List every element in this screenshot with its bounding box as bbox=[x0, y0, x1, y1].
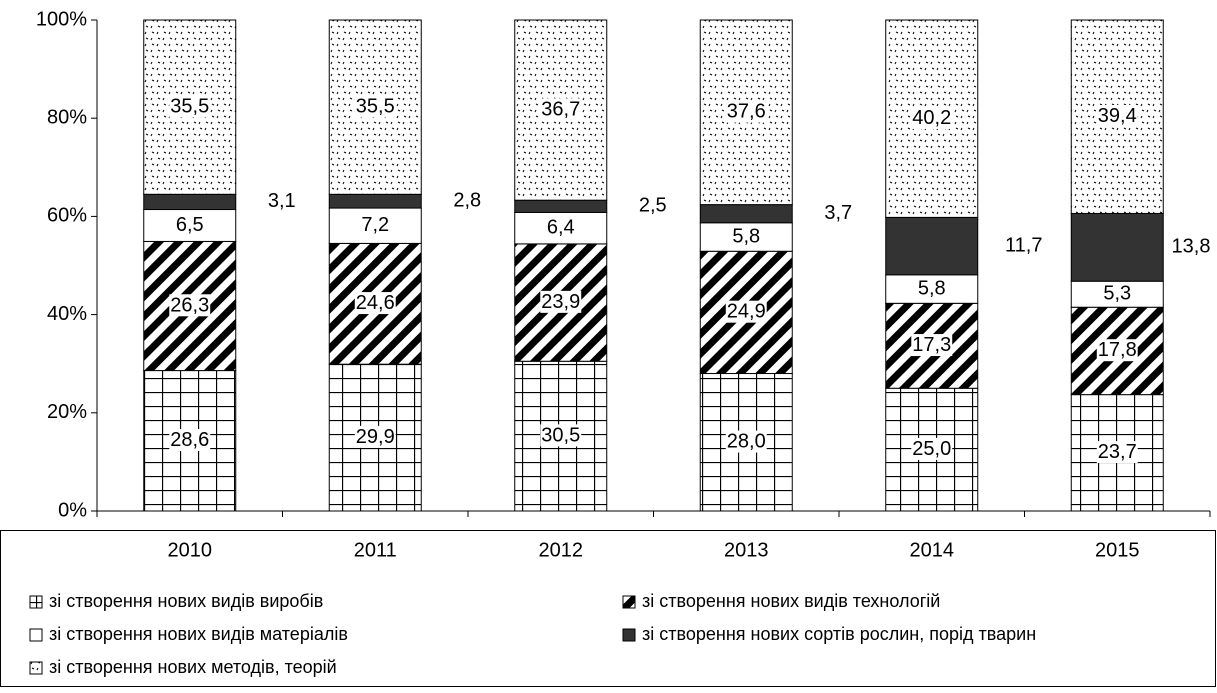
data-label: 26,3 bbox=[170, 294, 209, 316]
data-label: 6,5 bbox=[176, 214, 204, 236]
data-label: 24,6 bbox=[356, 292, 395, 314]
data-label-bg bbox=[1096, 339, 1138, 362]
data-label-bg bbox=[354, 95, 396, 118]
data-label-bg bbox=[1096, 441, 1138, 464]
data-label: 5,8 bbox=[918, 277, 946, 299]
bar-segment bbox=[1070, 212, 1164, 282]
y-tick-label: 80% bbox=[47, 106, 87, 128]
data-label: 2,5 bbox=[639, 195, 667, 217]
data-label: 30,5 bbox=[541, 424, 580, 446]
legend-swatch bbox=[622, 628, 636, 642]
data-label: 23,7 bbox=[1098, 441, 1137, 463]
data-label-bg bbox=[911, 334, 953, 357]
x-tick-label: 2011 bbox=[354, 539, 397, 561]
data-label: 2,8 bbox=[453, 189, 481, 211]
data-label-bg bbox=[540, 424, 582, 447]
data-label: 3,7 bbox=[824, 202, 852, 224]
data-label-bg bbox=[1096, 105, 1138, 128]
data-label: 3,1 bbox=[268, 190, 296, 212]
legend-swatch bbox=[29, 595, 43, 609]
data-label-bg bbox=[169, 429, 211, 452]
data-label-bg bbox=[725, 100, 767, 123]
x-tick-label: 2013 bbox=[724, 539, 769, 561]
data-label-bg bbox=[169, 294, 211, 317]
legend-swatch bbox=[622, 595, 636, 609]
data-label-bg bbox=[540, 98, 582, 121]
data-label: 37,6 bbox=[727, 101, 766, 123]
data-label: 25,0 bbox=[912, 438, 951, 460]
bar-segment bbox=[699, 204, 793, 224]
data-label: 5,3 bbox=[1103, 283, 1131, 305]
legend-swatch bbox=[29, 628, 43, 642]
legend-label: зі створення нових видів виробів bbox=[49, 591, 323, 611]
data-label: 35,5 bbox=[170, 95, 209, 117]
legend-label: зі створення нових видів матеріалів bbox=[49, 624, 348, 644]
data-label-bg bbox=[1102, 282, 1133, 305]
legend-box bbox=[0, 530, 1216, 687]
y-tick-label: 60% bbox=[47, 205, 87, 227]
data-label: 28,0 bbox=[727, 431, 766, 453]
data-label-bg bbox=[354, 292, 396, 315]
data-label: 17,3 bbox=[912, 334, 951, 356]
data-label: 29,9 bbox=[356, 426, 395, 448]
legend-label: зі створення нових видів технологій bbox=[642, 591, 940, 611]
data-label: 6,4 bbox=[547, 216, 575, 238]
data-label: 23,9 bbox=[541, 291, 580, 313]
data-label: 24,9 bbox=[727, 301, 766, 323]
y-tick-label: 0% bbox=[58, 499, 87, 521]
x-tick-label: 2014 bbox=[910, 539, 955, 561]
data-label-bg bbox=[169, 95, 211, 118]
data-label-bg bbox=[725, 430, 767, 453]
y-tick-label: 40% bbox=[47, 303, 87, 325]
data-label: 7,2 bbox=[361, 214, 389, 236]
bar-segment bbox=[328, 193, 422, 209]
legend-swatch bbox=[29, 661, 43, 675]
data-label-bg bbox=[725, 300, 767, 323]
data-label-bg bbox=[916, 277, 947, 300]
data-label: 28,6 bbox=[170, 429, 209, 451]
data-label-bg bbox=[354, 425, 396, 448]
data-label: 11,7 bbox=[1005, 234, 1042, 256]
bar-segment bbox=[699, 19, 793, 206]
data-label: 17,8 bbox=[1098, 339, 1137, 361]
data-label-bg bbox=[174, 213, 205, 236]
data-label: 13,8 bbox=[1172, 236, 1211, 258]
legend-label: зі створення нових сортів рослин, порід … bbox=[642, 624, 1036, 644]
data-label-bg bbox=[911, 106, 953, 129]
data-label-bg bbox=[911, 437, 953, 460]
data-label-bg bbox=[545, 216, 576, 239]
data-label: 40,2 bbox=[912, 107, 951, 129]
data-label: 5,8 bbox=[732, 225, 760, 247]
data-label-bg bbox=[731, 225, 762, 248]
x-tick-label: 2015 bbox=[1095, 539, 1140, 561]
x-tick-label: 2012 bbox=[539, 539, 584, 561]
data-label: 35,5 bbox=[356, 95, 395, 117]
bar-segment bbox=[514, 199, 608, 213]
y-tick-label: 20% bbox=[47, 401, 87, 423]
bar-segment bbox=[143, 193, 237, 211]
data-label: 36,7 bbox=[541, 98, 580, 120]
data-label-bg bbox=[360, 214, 391, 237]
legend-label: зі створення нових методів, теорій bbox=[49, 657, 337, 677]
x-tick-label: 2010 bbox=[168, 539, 213, 561]
data-label: 39,4 bbox=[1098, 105, 1137, 127]
bar-segment bbox=[885, 216, 979, 276]
data-label-bg bbox=[540, 290, 582, 313]
y-tick-label: 100% bbox=[36, 8, 87, 30]
